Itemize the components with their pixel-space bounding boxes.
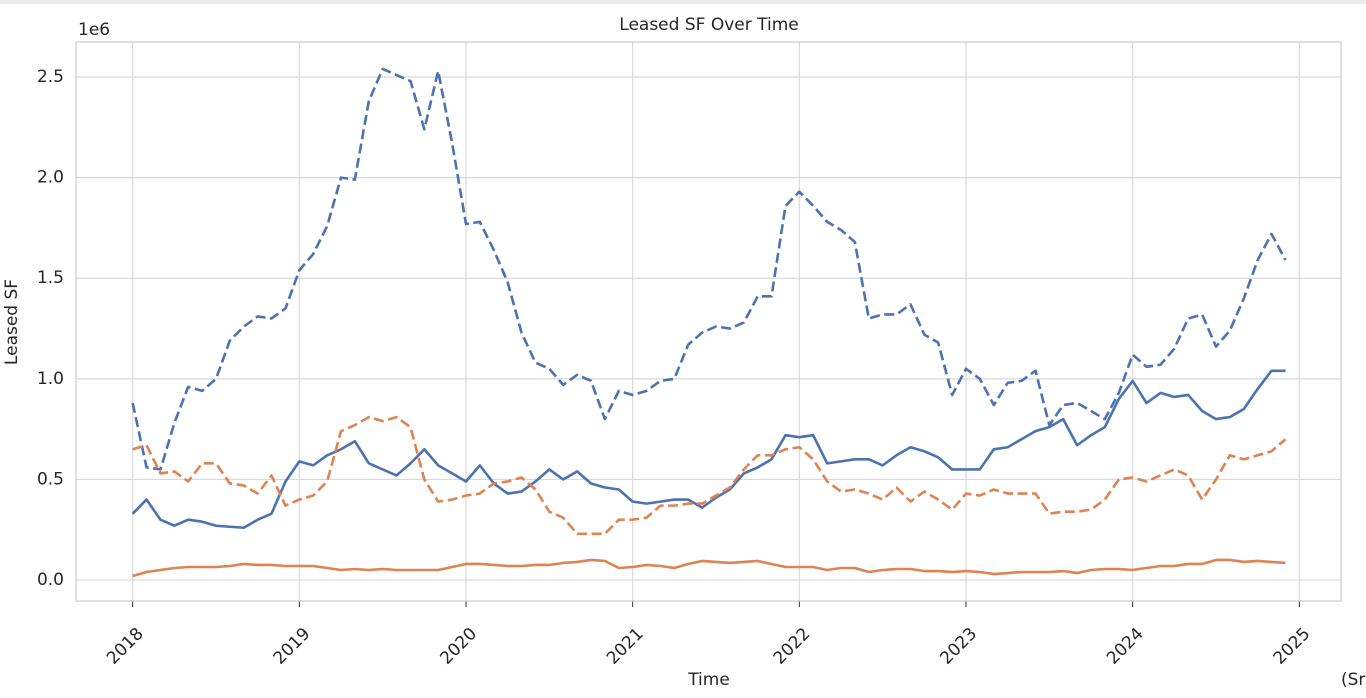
x-tick-label: 2021	[603, 624, 648, 669]
y-tick-label: 1.5	[37, 268, 64, 288]
y-tick-label: 0.0	[37, 570, 64, 590]
annotation: (Sr	[1341, 670, 1365, 690]
chart-title: Leased SF Over Time	[619, 15, 798, 35]
data-line	[132, 415, 1287, 536]
y-axis-label: Leased SF	[2, 279, 22, 365]
data-line	[132, 558, 1286, 578]
x-tick-label: 2025	[1270, 624, 1315, 669]
y-tick-label: 2.0	[37, 168, 64, 188]
plot-frame	[75, 41, 1342, 602]
x-tick-label: 2020	[436, 624, 481, 669]
top-bar	[0, 0, 1366, 4]
x-tick-label: 2024	[1103, 624, 1148, 669]
y-tick-label: 1.0	[37, 369, 64, 389]
y-tick-label: 0.5	[37, 469, 64, 489]
x-tick-label: 2023	[936, 624, 981, 669]
x-axis-label: Time	[687, 670, 730, 690]
x-tick-label: 2018	[103, 624, 148, 669]
x-tick-label: 2019	[270, 624, 315, 669]
x-tick-label: 2022	[770, 624, 815, 669]
data-line	[131, 369, 1286, 530]
offset-label: 1e6	[78, 20, 110, 40]
data-line	[131, 67, 1287, 471]
y-tick-label: 2.5	[37, 67, 64, 87]
